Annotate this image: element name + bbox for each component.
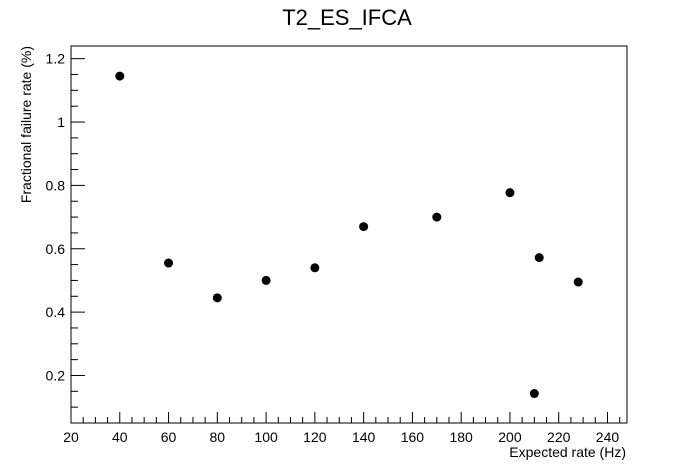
y-tick-label: 0.2 — [46, 367, 66, 383]
data-point — [529, 389, 539, 399]
data-points — [115, 71, 583, 399]
x-tick-label: 180 — [449, 429, 473, 445]
data-point — [534, 253, 544, 263]
x-tick-label: 240 — [596, 429, 620, 445]
x-tick-label: 100 — [254, 429, 278, 445]
y-tick-label: 0.6 — [46, 241, 66, 257]
x-tick-label: 40 — [112, 429, 128, 445]
x-axis: 20 40 60 80 100 120 140 160 180 200 220 240 — [63, 412, 621, 445]
x-tick-label: 160 — [401, 429, 425, 445]
x-tick-label: 140 — [352, 429, 376, 445]
data-point — [212, 293, 222, 303]
plot-frame — [70, 45, 628, 424]
data-point — [432, 212, 442, 222]
y-axis: 0.2 0.4 0.6 0.8 1 1.2 — [46, 51, 85, 424]
chart-title: T2_ES_IFCA — [282, 5, 412, 30]
data-point — [505, 188, 515, 198]
y-tick-label: 0.4 — [46, 304, 66, 320]
data-point — [310, 263, 320, 273]
x-tick-label: 80 — [210, 429, 226, 445]
y-tick-label: 0.8 — [46, 177, 66, 193]
x-tick-label: 120 — [303, 429, 327, 445]
data-point — [573, 277, 583, 287]
x-tick-label: 220 — [547, 429, 571, 445]
x-axis-title: Expected rate (Hz) — [509, 444, 626, 460]
data-point — [115, 71, 125, 81]
x-tick-label: 200 — [498, 429, 522, 445]
data-point — [164, 258, 174, 268]
y-tick-label: 1.2 — [46, 51, 66, 67]
data-point — [261, 275, 271, 285]
data-point — [359, 222, 369, 232]
x-tick-label: 20 — [63, 429, 79, 445]
x-tick-label: 60 — [161, 429, 177, 445]
y-tick-label: 1 — [57, 114, 65, 130]
y-axis-title: Fractional failure rate (%) — [18, 46, 34, 203]
